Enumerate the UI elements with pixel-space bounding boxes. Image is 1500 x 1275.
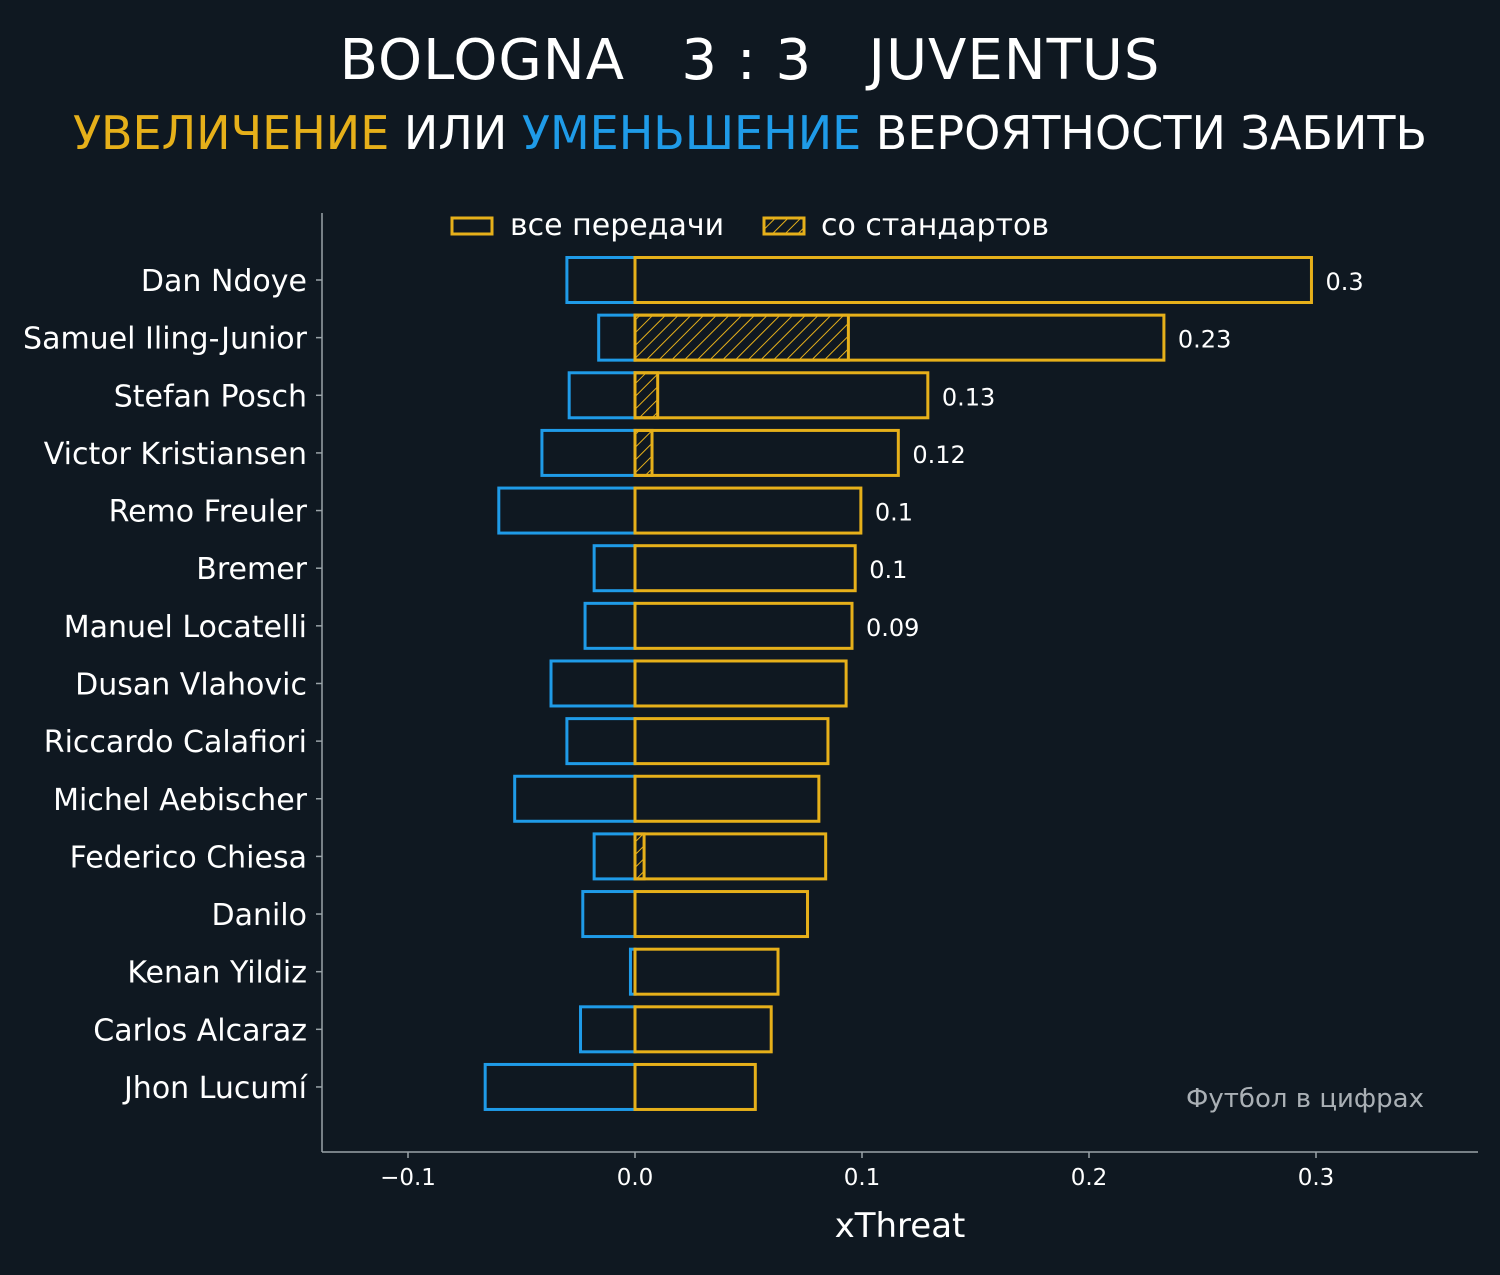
data-label: 0.13 xyxy=(942,383,995,411)
subtitle-increase: УВЕЛИЧЕНИЕ xyxy=(72,106,390,160)
bar-increase xyxy=(633,774,821,823)
x-tick-label: 0.2 xyxy=(1071,1165,1108,1191)
bar-decrease xyxy=(540,428,637,477)
x-tick-label: 0.3 xyxy=(1298,1165,1335,1191)
bar-increase xyxy=(633,1005,773,1054)
bar-increase xyxy=(633,659,848,708)
subtitle-rest: ВЕРОЯТНОСТИ ЗАБИТЬ xyxy=(861,106,1428,160)
bar-increase xyxy=(633,486,863,535)
bar-decrease xyxy=(592,544,637,593)
chart-title: BOLOGNA 3 : 3 JUVENTUS xyxy=(0,28,1500,93)
data-label: 0.23 xyxy=(1178,326,1231,354)
y-tick-label: Bremer xyxy=(196,552,307,587)
bar-decrease xyxy=(567,371,637,420)
bar-increase xyxy=(633,890,810,939)
bar-increase xyxy=(633,717,830,766)
y-tick-label: Jhon Lucumí xyxy=(122,1071,309,1106)
bar-decrease xyxy=(483,1062,637,1111)
bar-decrease xyxy=(579,1005,637,1054)
x-tick-label: 0.0 xyxy=(617,1165,654,1191)
data-label: 0.1 xyxy=(869,556,907,584)
bar-increase xyxy=(633,313,1166,362)
data-label: 0.3 xyxy=(1325,268,1363,296)
y-tick-label: Michel Aebischer xyxy=(53,783,307,818)
score: 3 : 3 xyxy=(681,28,813,93)
bar-decrease xyxy=(581,890,637,939)
y-tick-label: Stefan Posch xyxy=(114,379,307,414)
bar-decrease xyxy=(583,601,637,650)
y-tick-label: Samuel Iling-Junior xyxy=(23,322,308,357)
bar-decrease xyxy=(565,717,637,766)
bar-decrease xyxy=(597,313,637,362)
data-label: 0.09 xyxy=(866,614,919,642)
watermark: Футбол в цифрах xyxy=(1186,1084,1424,1114)
y-tick-label: Kenan Yildiz xyxy=(127,956,307,991)
bar-setpiece xyxy=(633,371,660,420)
bar-increase xyxy=(633,832,828,881)
away-team: JUVENTUS xyxy=(868,28,1161,93)
x-tick-label: −0.1 xyxy=(380,1165,436,1191)
y-tick-label: Remo Freuler xyxy=(109,495,308,530)
legend-label-all: все передачи xyxy=(510,208,724,243)
bar-increase xyxy=(633,428,900,477)
y-tick-label: Dan Ndoye xyxy=(141,264,307,299)
bar-decrease xyxy=(513,774,637,823)
bar-decrease xyxy=(592,832,637,881)
bar-increase xyxy=(633,371,930,420)
bar-increase xyxy=(633,256,1313,304)
data-label: 0.12 xyxy=(912,441,965,469)
y-tick-label: Victor Kristiansen xyxy=(44,437,307,472)
subtitle-decrease: УМЕНЬШЕНИЕ xyxy=(521,106,862,160)
bar-setpiece xyxy=(633,428,654,477)
data-label: 0.1 xyxy=(875,499,913,527)
bar-decrease xyxy=(549,659,637,708)
y-tick-label: Federico Chiesa xyxy=(70,840,307,875)
legend-swatch-setpiece xyxy=(762,216,806,236)
y-tick-label: Riccardo Calafiori xyxy=(44,725,307,760)
bar-decrease xyxy=(497,486,637,535)
bar-increase xyxy=(633,544,857,593)
bar-setpiece xyxy=(633,313,850,362)
bar-decrease xyxy=(565,256,637,304)
y-tick-label: Danilo xyxy=(211,898,307,933)
bar-increase xyxy=(633,601,854,650)
y-tick-label: Manuel Locatelli xyxy=(64,610,307,645)
bar-increase xyxy=(633,947,780,996)
subtitle-or: ИЛИ xyxy=(389,106,522,160)
chart-subtitle: УВЕЛИЧЕНИЕ ИЛИ УМЕНЬШЕНИЕ ВЕРОЯТНОСТИ ЗА… xyxy=(0,106,1500,160)
y-tick-label: Carlos Alcaraz xyxy=(93,1013,307,1048)
legend-swatch-all xyxy=(450,216,494,236)
x-tick-label: 0.1 xyxy=(844,1165,881,1191)
bar-increase xyxy=(633,1062,757,1111)
y-tick-label: Dusan Vlahovic xyxy=(75,667,307,702)
x-axis-label: xThreat xyxy=(835,1206,966,1246)
home-team: BOLOGNA xyxy=(339,28,625,93)
legend-label-setpiece: со стандартов xyxy=(821,208,1049,243)
